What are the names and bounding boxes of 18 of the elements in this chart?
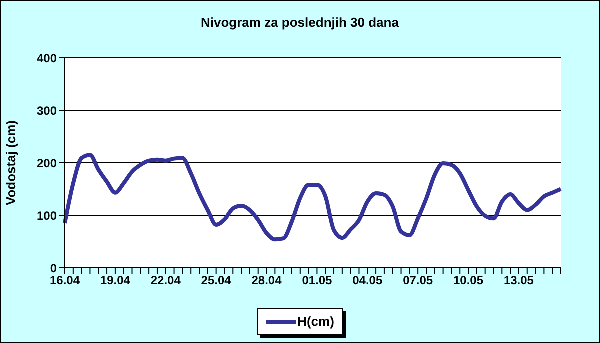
- x-tick-label: 04.05: [352, 274, 383, 288]
- x-tick-label: 13.05: [504, 274, 534, 288]
- x-tick-label: 01.05: [302, 274, 333, 288]
- x-tick-label: 19.04: [100, 274, 131, 288]
- y-tick-label: 300: [36, 104, 58, 118]
- legend-label: H(cm): [298, 314, 334, 329]
- x-tick-label: 07.05: [403, 274, 434, 288]
- chart-title: Nivogram za poslednjih 30 dana: [200, 15, 400, 30]
- y-axis-title: Vodostaj (cm): [4, 120, 19, 206]
- y-tick-label: 400: [36, 51, 58, 66]
- x-tick-label: 16.04: [50, 274, 80, 288]
- y-tick-label: 100: [36, 208, 58, 223]
- y-tick-label: 200: [36, 156, 58, 170]
- y-tick-label: 0: [50, 261, 58, 276]
- x-tick-label: 22.04: [150, 274, 182, 288]
- x-tick-label: 25.04: [201, 274, 232, 288]
- x-tick-label: 28.04: [252, 274, 282, 288]
- x-tick-label: 10.05: [454, 274, 484, 288]
